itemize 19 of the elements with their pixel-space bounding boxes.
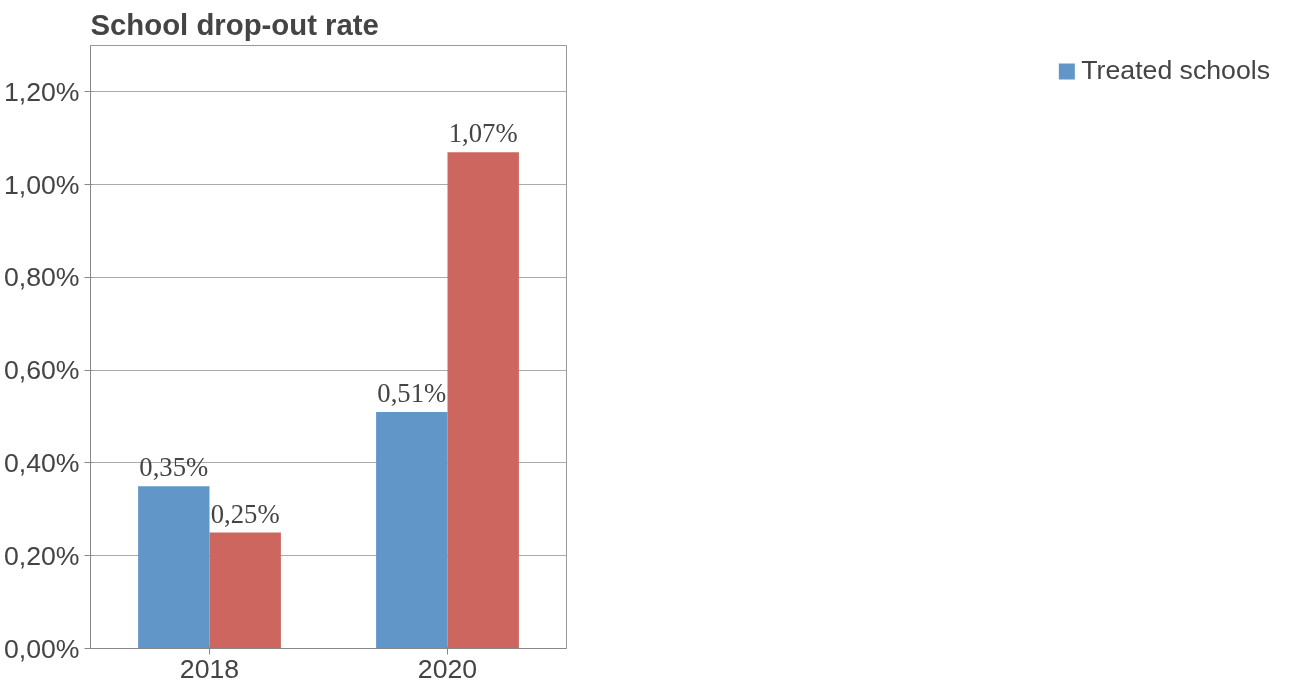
bar: [447, 152, 519, 649]
data-label: 1,07%: [448, 118, 518, 149]
legend-label: Treated schools: [1081, 55, 1270, 86]
y-tick-label: 0,60%: [3, 355, 80, 386]
x-tick-label: 2020: [417, 653, 478, 684]
data-label: 0,35%: [139, 452, 209, 483]
bar: [209, 532, 281, 649]
y-tick-label: 1,20%: [3, 76, 80, 107]
y-tick-label: 0,80%: [3, 262, 80, 293]
x-tick-label: 2018: [179, 653, 240, 684]
y-tick-label: 1,00%: [3, 169, 80, 200]
y-tick-label: 0,40%: [3, 447, 80, 478]
chart-title: School drop-out rate: [90, 7, 379, 41]
data-label: 0,25%: [210, 498, 280, 529]
bar: [376, 411, 448, 649]
y-tick-label: 0,20%: [3, 540, 80, 571]
bar: [138, 486, 210, 649]
data-label: 0,51%: [377, 377, 447, 408]
y-tick-label: 0,00%: [3, 633, 80, 664]
